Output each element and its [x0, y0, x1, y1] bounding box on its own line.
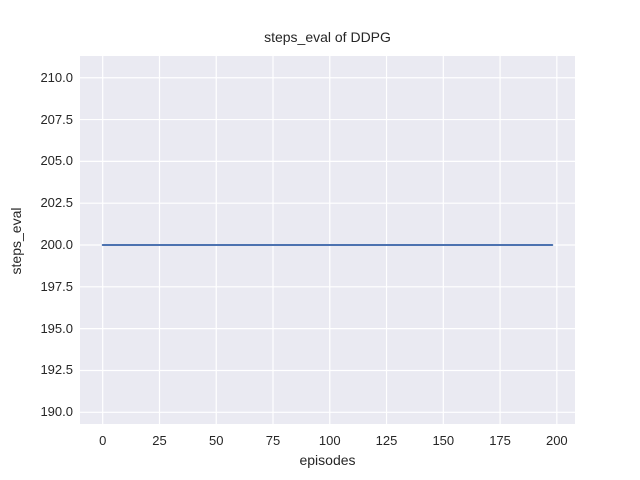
y-axis-label: steps_eval — [8, 207, 24, 275]
x-tick-label: 25 — [152, 433, 167, 448]
y-tick-label: 205.0 — [40, 153, 73, 169]
y-tick-label: 197.5 — [40, 278, 73, 294]
y-tick-label: 192.5 — [40, 362, 73, 378]
y-tick-label: 200.0 — [40, 237, 73, 253]
x-tick-label: 0 — [99, 433, 107, 448]
x-axis-label: episodes — [299, 452, 356, 468]
x-tick-label: 50 — [209, 433, 224, 448]
y-tick-label: 195.0 — [40, 320, 73, 336]
x-tick-label: 175 — [489, 433, 511, 448]
x-tick-label: 125 — [375, 433, 398, 448]
chart-title: steps_eval of DDPG — [264, 29, 391, 45]
plot-canvas — [80, 56, 575, 424]
y-tick-label: 190.0 — [40, 404, 73, 420]
x-tick-label: 150 — [432, 433, 455, 448]
y-tick-label: 210.0 — [40, 69, 73, 85]
y-tick-label: 207.5 — [40, 111, 73, 127]
x-tick-label: 75 — [265, 433, 281, 448]
x-tick-label: 100 — [318, 433, 341, 448]
plot-area — [80, 56, 575, 424]
x-tick-label: 200 — [545, 433, 568, 448]
y-tick-label: 202.5 — [40, 195, 73, 211]
